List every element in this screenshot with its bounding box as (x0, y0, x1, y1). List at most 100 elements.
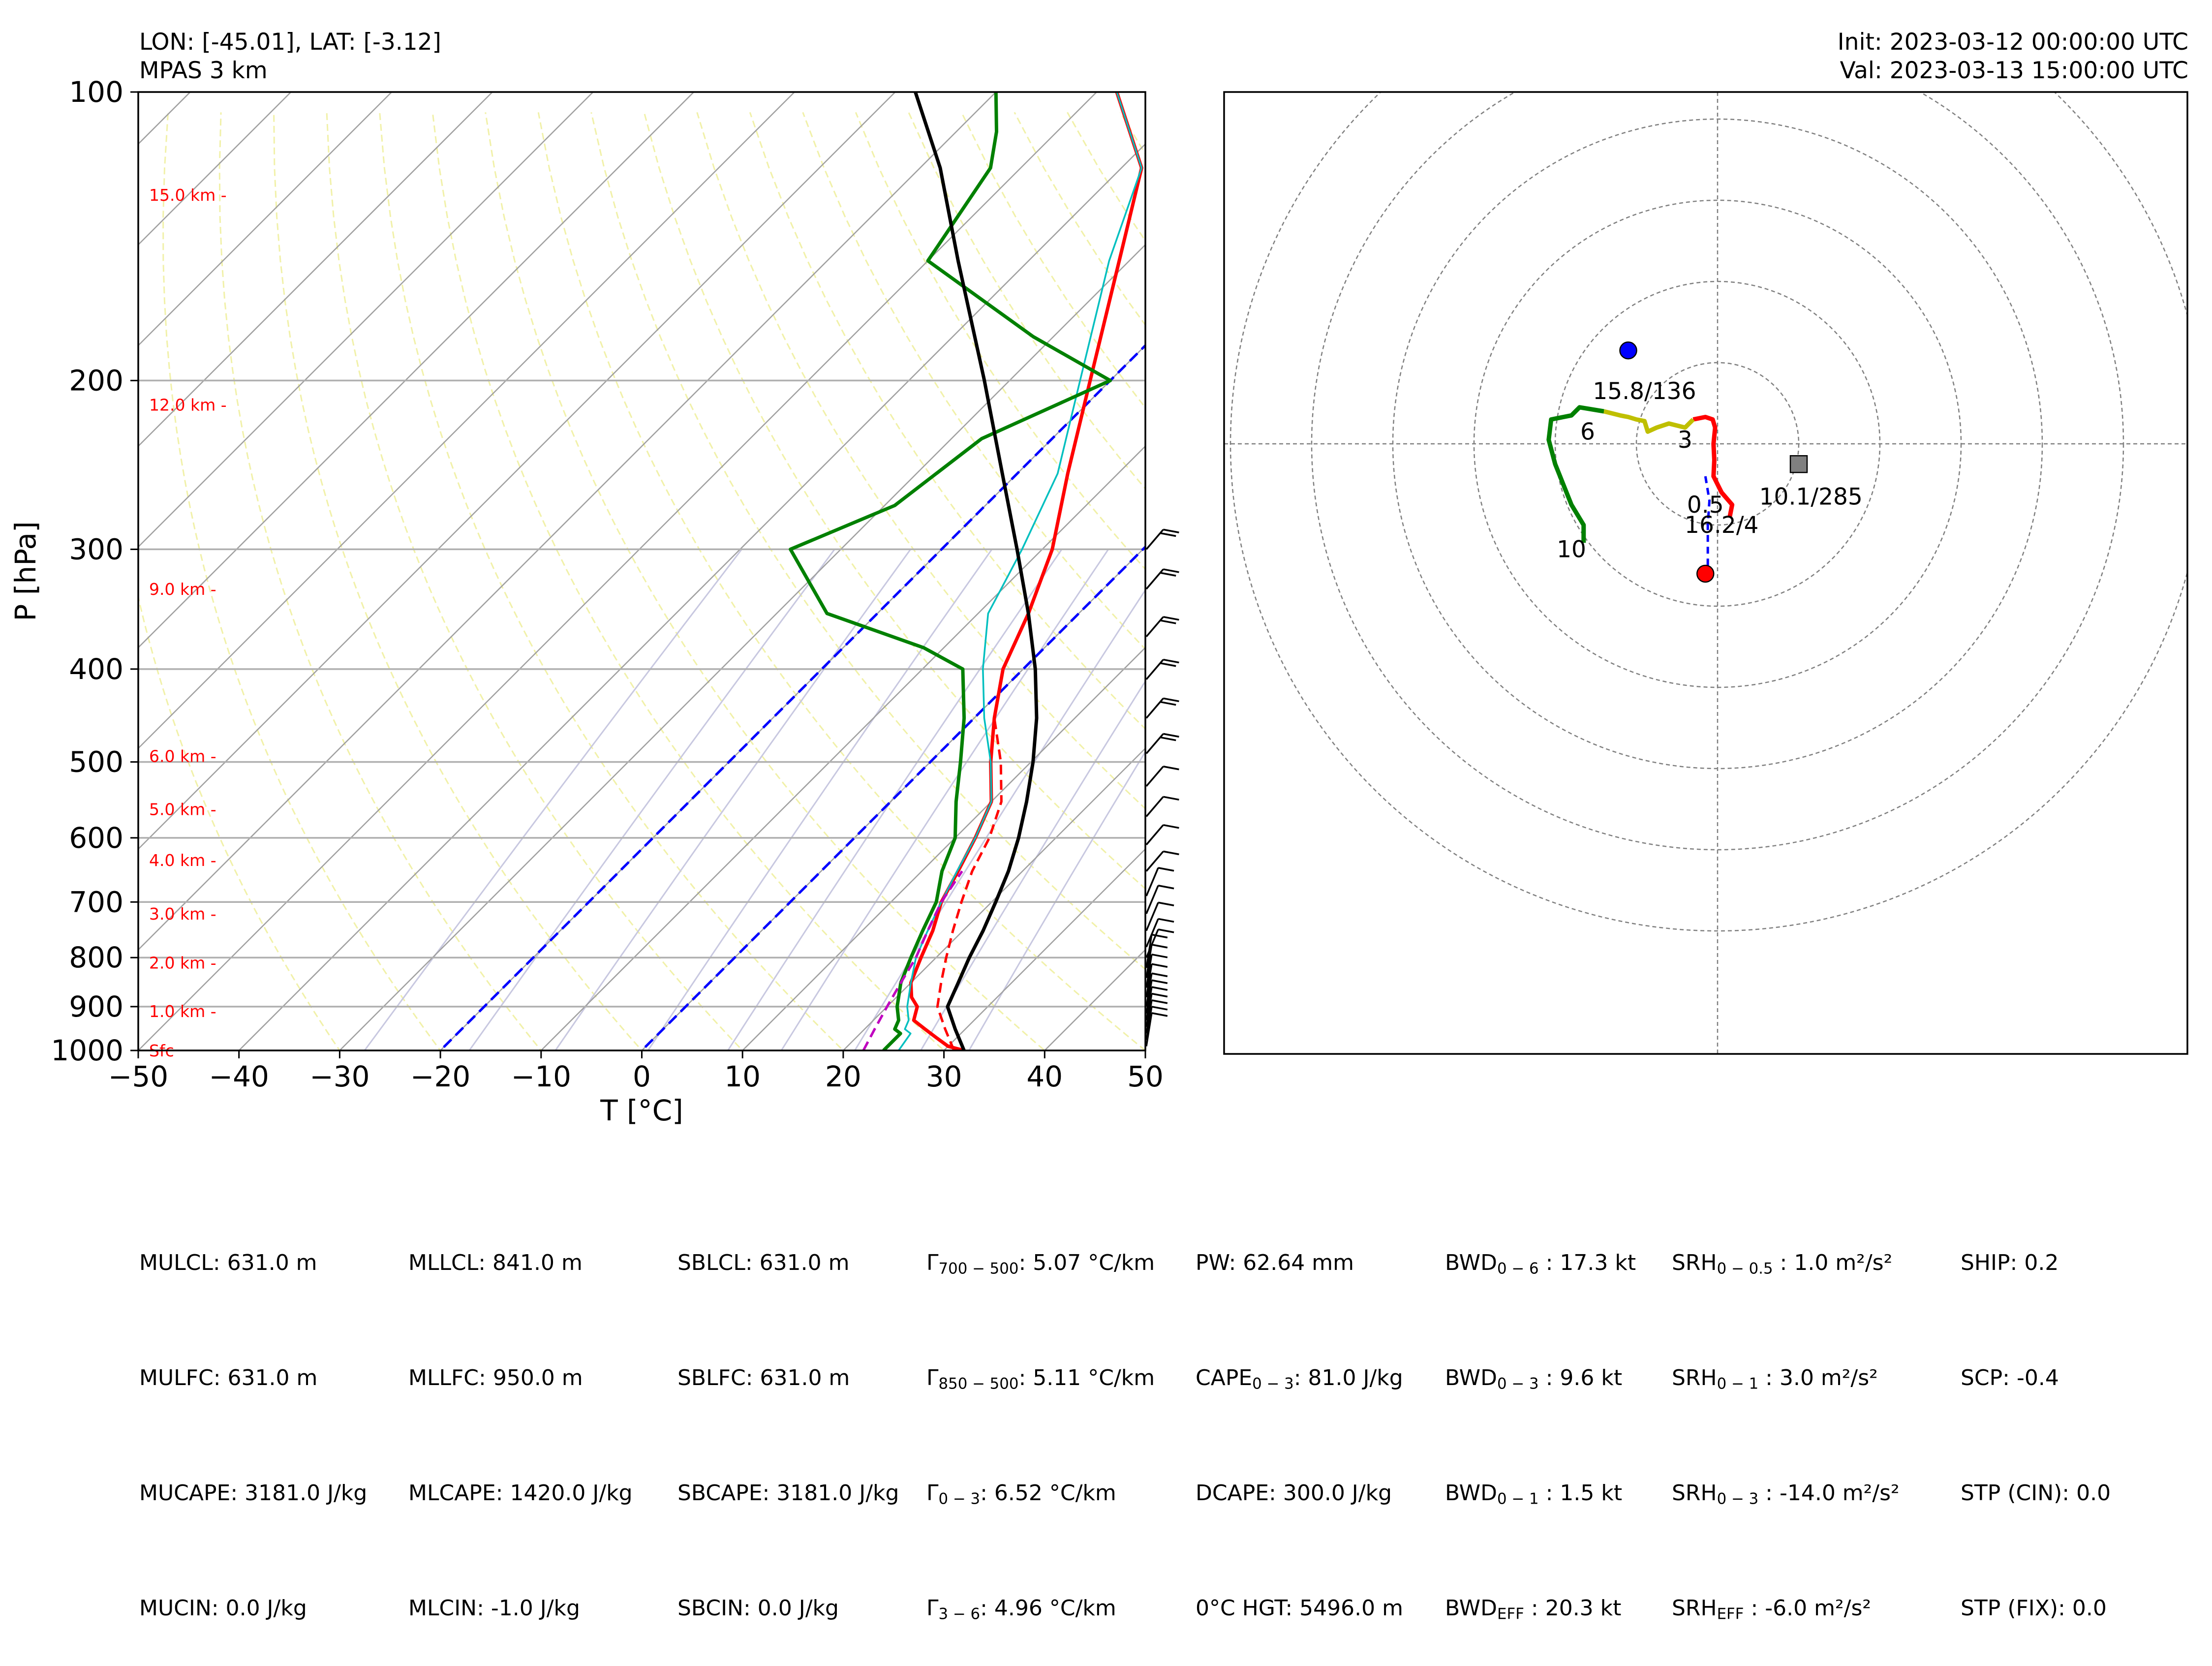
freezing-isotherm (420, 48, 1443, 1071)
mucape-stat: MUCAPE: 3181.0 J/kg (139, 1474, 367, 1512)
dry-adiabat (1543, 112, 2212, 1071)
dry-adiabat (644, 112, 1375, 1071)
isotherm (521, 48, 1543, 1071)
lapse-rate-700-500: Γ700 − 500: 5.07 °C/km (926, 1244, 1155, 1282)
wind-barb (1146, 698, 1179, 718)
pw-stat: PW: 62.64 mm (1196, 1244, 1403, 1282)
hodograph-label: 10.1/285 (1759, 483, 1863, 510)
dry-adiabat (1279, 112, 2212, 1071)
x-tick-label: 20 (825, 1060, 861, 1093)
y-tick-label: 900 (69, 990, 123, 1023)
mucin-stat: MUCIN: 0.0 J/kg (139, 1589, 367, 1628)
lapse-rate-0-3: Γ0 − 3: 6.52 °C/km (926, 1474, 1155, 1512)
stats-col-mu: MULCL: 631.0 m MULFC: 631.0 m MUCAPE: 31… (139, 1167, 367, 1666)
height-label: 1.0 km - (149, 1002, 216, 1021)
ship-stat: SHIP: 0.2 (1961, 1244, 2111, 1282)
stats-col-composite: SHIP: 0.2 SCP: -0.4 STP (CIN): 0.0 STP (… (1961, 1167, 2111, 1666)
stats-col-srh: SRH0 − 0.5 : 1.0 m²/s² SRH0 − 1 : 3.0 m²… (1672, 1167, 1900, 1666)
height-label: 9.0 km - (149, 580, 216, 599)
isotherm (1024, 48, 2047, 1071)
scp-stat: SCP: -0.4 (1961, 1359, 2111, 1397)
dry-adiabat (380, 112, 864, 1071)
dcape-stat: DCAPE: 300.0 J/kg (1196, 1474, 1403, 1512)
y-tick-label: 1000 (51, 1034, 123, 1067)
dry-adiabat (1332, 112, 2212, 1071)
x-tick-label: −40 (209, 1060, 269, 1093)
isotherm (218, 48, 1241, 1071)
isotherm (722, 48, 1745, 1071)
wind-barb (1146, 569, 1179, 589)
skew-t-plot-area (0, 48, 2212, 1071)
lapse-rate-3-6: Γ3 − 6: 4.96 °C/km (926, 1589, 1155, 1628)
sbcin-stat: SBCIN: 0.0 J/kg (677, 1589, 899, 1628)
mean-wind-marker (1790, 456, 1807, 472)
dry-adiabat (909, 112, 1886, 1071)
stats-col-moisture: PW: 62.64 mm CAPE0 − 3: 81.0 J/kg DCAPE:… (1196, 1167, 1403, 1666)
x-tick-label: −20 (410, 1060, 470, 1093)
mllcl-stat: MLLCL: 841.0 m (408, 1244, 633, 1282)
mlcin-stat: MLCIN: -1.0 J/kg (408, 1589, 633, 1628)
wind-barb (1146, 868, 1174, 896)
sblcl-stat: SBLCL: 631.0 m (677, 1244, 899, 1282)
bwd-0-3-stat: BWD0 − 3 : 9.6 kt (1445, 1359, 1636, 1397)
mixing-ratio-line (350, 549, 742, 1071)
x-tick-label: −30 (309, 1060, 369, 1093)
hodograph-label: 16.2/4 (1685, 512, 1758, 539)
mixing-ratio-line (768, 549, 1108, 1071)
dry-adiabat (1385, 112, 2212, 1071)
y-tick-label: 200 (69, 364, 123, 397)
hodograph-segment (1549, 407, 1604, 543)
dry-adiabat (961, 112, 1988, 1071)
mixing-ratio-line (635, 549, 992, 1071)
y-axis-label: P [hPa] (9, 521, 42, 621)
x-axis-label: T [°C] (600, 1094, 683, 1127)
wind-barb (1146, 529, 1179, 549)
x-tick-label: 0 (633, 1060, 651, 1093)
stats-col-sb: SBLCL: 631.0 m SBLFC: 631.0 m SBCAPE: 31… (677, 1167, 899, 1666)
lapse-rate-850-500: Γ850 − 500: 5.11 °C/km (926, 1359, 1155, 1397)
height-label: 15.0 km - (149, 185, 227, 205)
dry-adiabat (1491, 112, 2212, 1071)
height-label: 12.0 km - (149, 396, 227, 415)
hodograph-label: 3 (1678, 427, 1692, 454)
x-tick-label: −10 (511, 1060, 571, 1093)
dry-adiabat (432, 112, 966, 1071)
srh-0-1-stat: SRH0 − 1 : 3.0 m²/s² (1672, 1359, 1900, 1397)
bwd-0-6-stat: BWD0 − 6 : 17.3 kt (1445, 1244, 1636, 1282)
isotherm (1125, 48, 2148, 1071)
wind-barb (1146, 660, 1179, 679)
isotherm (319, 48, 1342, 1071)
hodograph-label: 10 (1557, 536, 1586, 563)
stats-col-lapse: Γ700 − 500: 5.07 °C/km Γ850 − 500: 5.11 … (926, 1167, 1155, 1666)
height-label: 4.0 km - (149, 851, 216, 870)
bwd-eff-stat: BWDEFF : 20.3 kt (1445, 1589, 1636, 1628)
mlcape-stat: MLCAPE: 1420.0 J/kg (408, 1474, 633, 1512)
dry-adiabat (750, 112, 1579, 1071)
isotherm (923, 48, 1946, 1071)
wind-barb (1146, 797, 1179, 816)
height-label: 6.0 km - (149, 747, 216, 766)
sblfc-stat: SBLFC: 631.0 m (677, 1359, 899, 1397)
dry-adiabat (1067, 112, 2192, 1071)
freezing-height-stat: 0°C HGT: 5496.0 m (1196, 1589, 1403, 1628)
mixing-ratio-line (541, 549, 910, 1071)
dry-adiabat (486, 112, 1069, 1071)
stp-fix-stat: STP (FIX): 0.0 (1961, 1589, 2111, 1628)
dry-adiabat (1226, 112, 2212, 1071)
x-tick-label: 10 (724, 1060, 761, 1093)
bunkers-right-marker (1697, 565, 1714, 582)
bunkers-left-marker (1620, 342, 1637, 359)
bwd-0-1-stat: BWD0 − 1 : 1.5 kt (1445, 1474, 1636, 1512)
isotherm (823, 48, 1845, 1071)
y-tick-label: 400 (69, 652, 123, 686)
y-tick-label: 600 (69, 821, 123, 855)
profile-line (791, 92, 1110, 1050)
mixing-ratio-line (715, 549, 1062, 1071)
dry-adiabat (1173, 112, 2212, 1071)
stats-col-ml: MLLCL: 841.0 m MLLFC: 950.0 m MLCAPE: 14… (408, 1167, 633, 1666)
hodograph-label: 15.8/136 (1593, 378, 1696, 405)
srh-0-3-stat: SRH0 − 3 : -14.0 m²/s² (1672, 1474, 1900, 1512)
dry-adiabat (1014, 112, 2090, 1071)
